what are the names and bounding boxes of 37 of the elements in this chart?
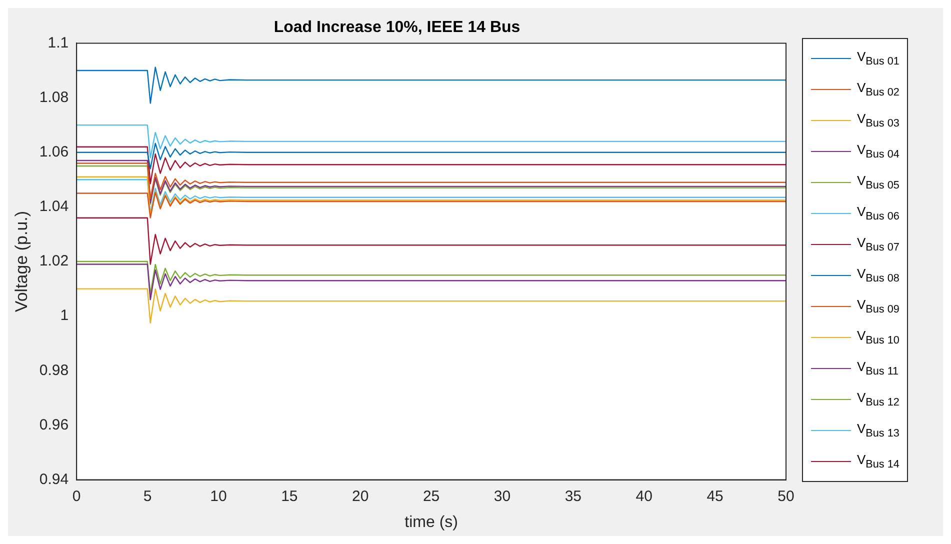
y-tick-label: 0.96	[39, 416, 69, 434]
x-tick-label: 10	[210, 488, 227, 505]
legend-label: V$_{Bus 03}$	[857, 111, 900, 130]
y-tick-label: 1.02	[39, 252, 69, 270]
x-tick-label: 25	[422, 488, 440, 505]
legend-label: V$_{Bus 05}$	[857, 173, 900, 192]
y-tick-label: 0.94	[39, 470, 69, 488]
y-tick-label: 1.06	[39, 143, 69, 160]
legend-label: V$_{Bus 10}$	[857, 328, 900, 347]
legend-label: V$_{Bus 02}$	[857, 80, 900, 99]
legend-label: V$_{Bus 01}$	[857, 49, 900, 68]
legend-label: V$_{Bus 07}$	[857, 235, 900, 254]
y-axis-title: Voltage (p.u.)	[12, 210, 31, 312]
legend-label: V$_{Bus 09}$	[857, 297, 900, 316]
legend-label: V$_{Bus 08}$	[857, 266, 900, 285]
legend-label: V$_{Bus 11}$	[857, 359, 899, 378]
x-tick-label: 50	[778, 488, 794, 505]
legend-label: V$_{Bus 04}$	[857, 142, 900, 161]
y-tick-label: 1.1	[48, 34, 69, 52]
legend-label: V$_{Bus 13}$	[857, 421, 900, 440]
x-tick-label: 5	[143, 488, 152, 505]
x-tick-label: 0	[72, 488, 81, 505]
x-tick-label: 45	[706, 488, 724, 505]
x-tick-label: 20	[352, 488, 369, 505]
x-tick-label: 30	[494, 488, 511, 505]
y-tick-label: 1.08	[39, 88, 69, 106]
legend-label: V$_{Bus 12}$	[857, 390, 900, 409]
x-axis-title: time (s)	[404, 514, 458, 531]
y-tick-label: 0.98	[39, 362, 69, 379]
x-tick-label: 35	[564, 488, 582, 505]
legend-label: V$_{Bus 06}$	[857, 204, 900, 223]
y-tick-label: 1	[60, 307, 69, 324]
chart-title: Load Increase 10%, IEEE 14 Bus	[274, 19, 520, 36]
y-tick-label: 1.04	[39, 198, 69, 216]
legend-label: V$_{Bus 14}$	[857, 452, 900, 471]
x-tick-label: 40	[636, 488, 652, 505]
x-tick-label: 15	[281, 488, 298, 505]
